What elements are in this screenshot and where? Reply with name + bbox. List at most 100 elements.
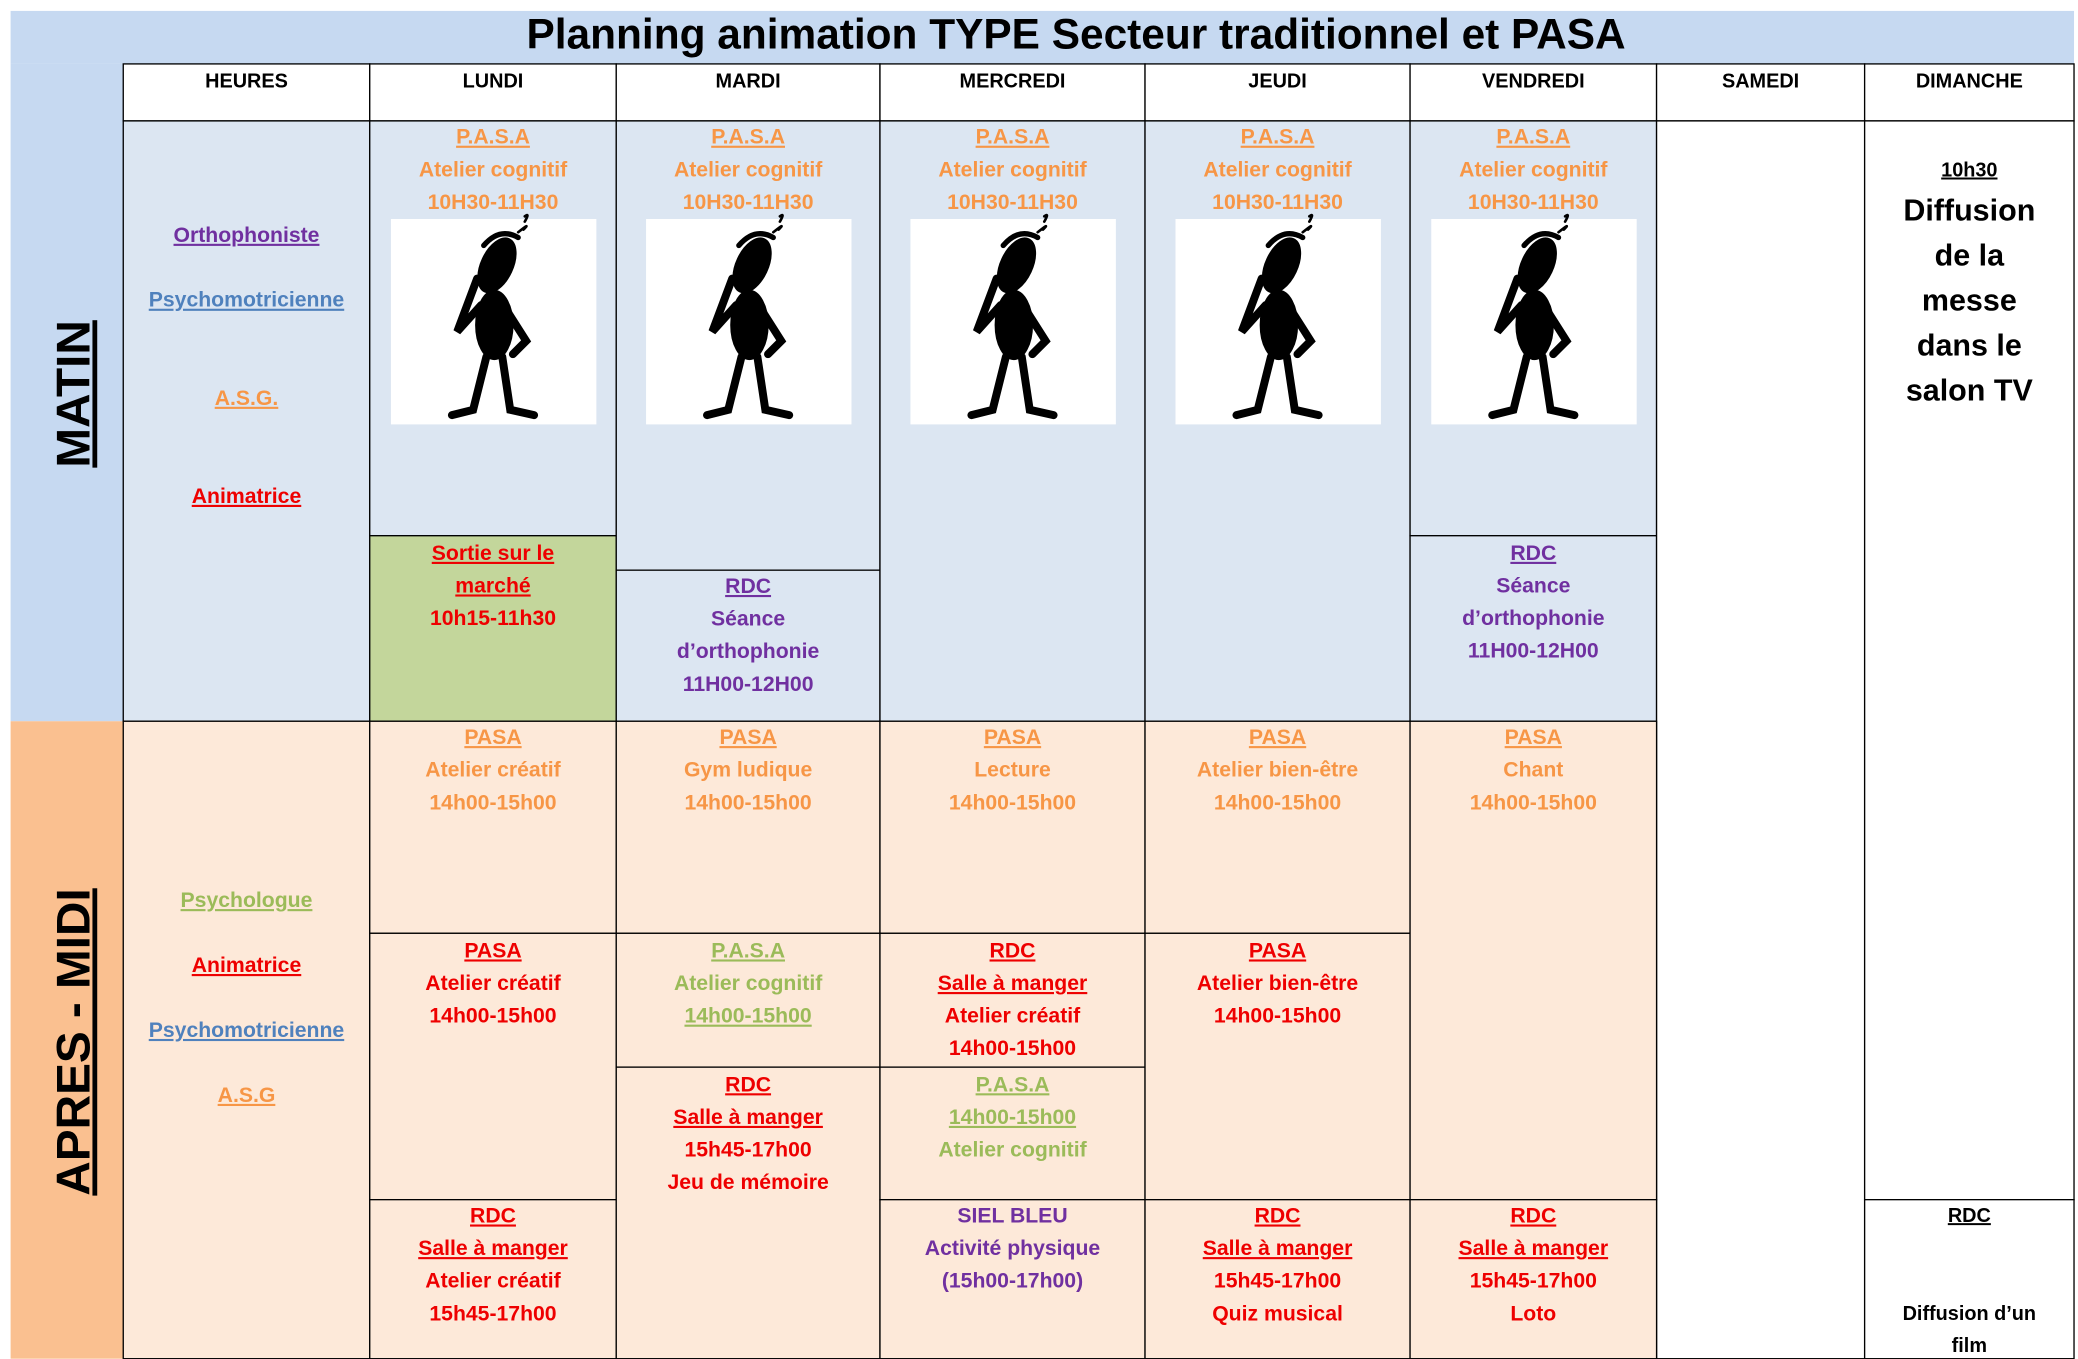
cell-text: P.A.S.A [711, 126, 785, 149]
cell-text: Atelier créatif [425, 1270, 561, 1293]
cell-text: Atelier cognitif [938, 1138, 1087, 1161]
cell-text: Atelier bien-être [1197, 972, 1359, 995]
cell [615, 720, 881, 934]
cell-text: Atelier cognitif [674, 158, 823, 181]
cell-text: d’orthophonie [1462, 607, 1605, 630]
cell-text: PASA [984, 726, 1041, 749]
cell-text: 15h45-17h00 [429, 1302, 556, 1325]
cell-text: RDC [725, 575, 771, 598]
cell-text: Lecture [974, 759, 1051, 782]
cell-text: 14h00-15h00 [429, 1005, 556, 1028]
header: MARDI [716, 71, 781, 93]
cell-text: RDC [1255, 1204, 1301, 1227]
cell-text: PASA [464, 726, 521, 749]
header: MERCREDI [960, 71, 1066, 93]
cell-text: Atelier créatif [945, 1005, 1081, 1028]
section-band [10, 63, 124, 722]
cell-text: RDC [470, 1204, 516, 1227]
cell-text: Séance [711, 608, 785, 631]
cell-text: 10H30-11H30 [1468, 191, 1599, 214]
cell [615, 932, 881, 1068]
header: JEUDI [1248, 71, 1307, 93]
cell-text: 10H30-11H30 [947, 191, 1078, 214]
cell [879, 1199, 1146, 1359]
cell-text: A.S.G. [215, 387, 279, 410]
header: HEURES [205, 71, 288, 93]
section-band [10, 721, 124, 1359]
cell [1863, 1199, 2075, 1359]
section-label: MATIN [47, 320, 100, 467]
header-cell [1409, 63, 1658, 122]
cell-text: Diffusion [1903, 193, 2035, 227]
header: SAMEDI [1722, 71, 1799, 93]
cell-text: 10h30 [1941, 160, 1997, 182]
cell-text: Atelier créatif [425, 759, 561, 782]
cell-text: Atelier cognitif [419, 158, 568, 181]
cell-text: salon TV [1906, 374, 2034, 408]
cell [369, 535, 617, 722]
cell-text: Séance [1496, 574, 1570, 597]
cell-text: P.A.S.A [976, 126, 1050, 149]
cell [879, 1066, 1146, 1201]
title: Planning animation TYPE Secteur traditio… [527, 11, 1626, 58]
cell-text: Atelier créatif [425, 972, 561, 995]
cell-text: PASA [464, 939, 521, 962]
cell-text: RDC [1510, 542, 1556, 565]
title-band [10, 10, 2075, 64]
cell [1144, 932, 1411, 1201]
cell-text: 14h00-15h00 [949, 1037, 1076, 1060]
cell [1409, 535, 1658, 722]
cell-text: Salle à manger [938, 972, 1088, 995]
cell-text: PASA [1505, 726, 1562, 749]
cell [879, 720, 1146, 934]
cell-text: RDC [1510, 1204, 1556, 1227]
cell-text: Animatrice [192, 485, 302, 508]
cell-text: P.A.S.A [711, 939, 785, 962]
cell-text: Chant [1503, 759, 1563, 782]
cell-text: 15h45-17h00 [684, 1138, 811, 1161]
cell-text: dans le [1917, 329, 2022, 363]
cell-text: Psychomotricienne [149, 1019, 345, 1042]
cell-text: 14h00-15h00 [949, 791, 1076, 814]
cell-text: Orthophoniste [174, 224, 320, 247]
cell [1144, 1199, 1411, 1359]
thinker-image [1431, 215, 1636, 424]
cell-text: 14h00-15h00 [949, 1106, 1076, 1129]
cell [122, 120, 371, 722]
cell-text: 10H30-11H30 [1212, 191, 1343, 214]
cell-text: SIEL BLEU [957, 1204, 1067, 1227]
cell-text: 14h00-15h00 [1214, 791, 1341, 814]
cell-text: 10H30-11H30 [428, 191, 559, 214]
cell-text: P.A.S.A [456, 126, 530, 149]
cell-text: RDC [1948, 1205, 1991, 1227]
cell-text: Salle à manger [1459, 1237, 1609, 1260]
cell-text: Salle à manger [673, 1106, 823, 1129]
cell-text: Atelier cognitif [1203, 158, 1352, 181]
thinker-image [1176, 215, 1381, 424]
thinker-image [391, 215, 596, 424]
cell-text: Atelier bien-être [1197, 759, 1359, 782]
header-cell [1863, 63, 2075, 122]
cell [1409, 1199, 1658, 1359]
cell-text: PASA [719, 726, 776, 749]
cell-text: 14h00-15h00 [684, 791, 811, 814]
header: DIMANCHE [1916, 71, 2023, 93]
cell-text: messe [1922, 284, 2017, 318]
cell-text: de la [1935, 238, 2005, 272]
cell [1409, 720, 1658, 1201]
cell-text: Atelier cognitif [938, 158, 1087, 181]
cell-text: (15h00-17h00) [942, 1270, 1083, 1293]
cell [879, 932, 1146, 1068]
cell-text: Psychologue [181, 889, 313, 912]
header-cell [1655, 63, 1866, 122]
cell-text: Psychomotricienne [149, 289, 345, 312]
cell [1655, 120, 1866, 1359]
cell-text: Loto [1510, 1302, 1556, 1325]
cell-text: Animatrice [192, 954, 302, 977]
cell-text: 10H30-11H30 [683, 191, 814, 214]
cell-text: 15h45-17h00 [1470, 1270, 1597, 1293]
section-label: APRES - MIDI [47, 888, 100, 1195]
thinker-image [646, 215, 851, 424]
cell-text: 10h15-11h30 [430, 607, 556, 630]
cell [369, 1199, 617, 1359]
